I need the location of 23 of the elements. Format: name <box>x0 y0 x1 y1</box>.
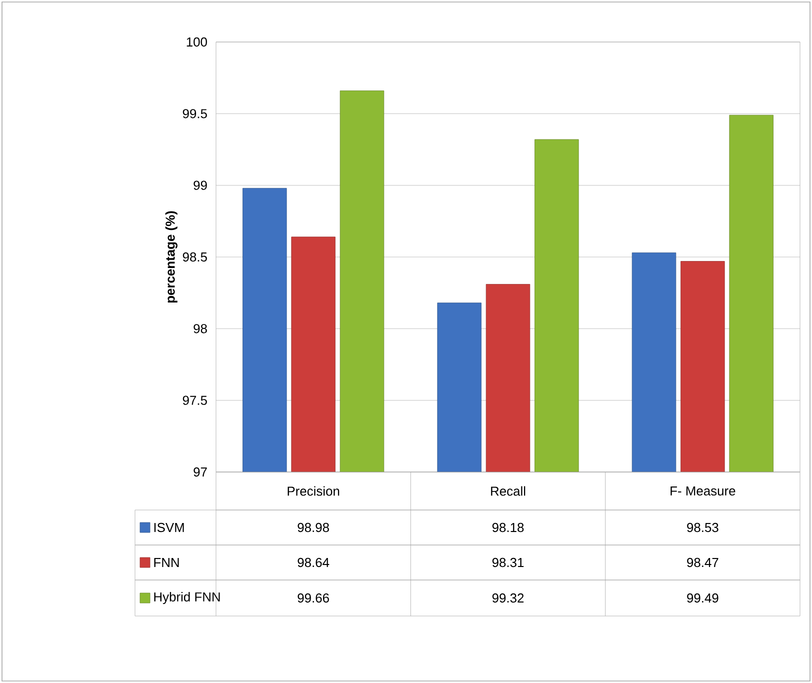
x-tick-label: F- Measure <box>670 486 736 496</box>
y-tick-label: 99 <box>194 180 207 190</box>
y-tick-label: 97.5 <box>182 396 207 405</box>
y-axis-title: percentage (%) <box>165 211 178 303</box>
data-label: 99.49 <box>687 593 718 603</box>
y-tick-label: 97 <box>194 467 207 477</box>
data-label: 98.98 <box>298 522 329 532</box>
data-label: 98.64 <box>298 558 330 568</box>
legend-label: ISVM <box>154 522 184 532</box>
data-label: 99.32 <box>492 593 524 603</box>
data-label: 98.18 <box>492 522 524 532</box>
y-tick-label: 100 <box>186 37 207 47</box>
data-label: 99.66 <box>298 593 329 603</box>
data-label: 98.47 <box>687 558 718 568</box>
x-tick-label: Recall <box>491 486 526 496</box>
y-tick-label: 98 <box>194 324 207 334</box>
data-label: 98.53 <box>687 522 718 532</box>
y-tick-label: 99.5 <box>182 109 207 118</box>
legend-label: Hybrid FNN <box>154 592 220 604</box>
y-tick-label: 98.5 <box>182 252 207 262</box>
legend-label: FNN <box>154 558 179 567</box>
data-label: 98.31 <box>492 558 524 568</box>
x-tick-label: Precision <box>288 486 340 496</box>
